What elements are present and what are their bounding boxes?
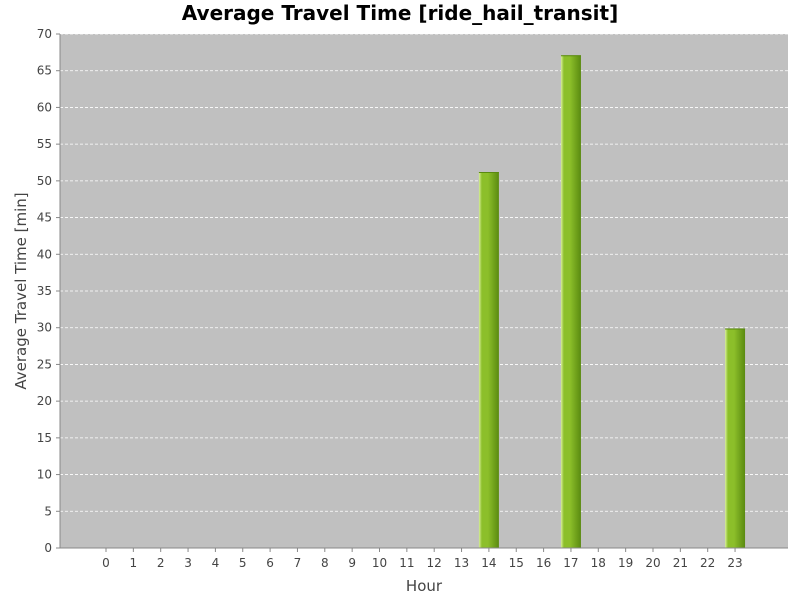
y-tick-label: 45 xyxy=(37,211,52,225)
x-tick-label: 8 xyxy=(321,556,329,570)
y-axis-ticks: 0 5 10 15 20 25 30 35 40 45 50 55 60 65 70 xyxy=(37,27,60,555)
x-tick-label: 9 xyxy=(348,556,356,570)
y-tick-label: 40 xyxy=(37,247,52,261)
y-tick-label: 60 xyxy=(37,100,52,114)
y-tick-label: 15 xyxy=(37,431,52,445)
bar-hour-23 xyxy=(725,328,746,548)
x-tick-label: 3 xyxy=(184,556,192,570)
x-tick-label: 14 xyxy=(481,556,496,570)
x-tick-label: 0 xyxy=(102,556,110,570)
x-tick-label: 5 xyxy=(239,556,247,570)
bars xyxy=(478,55,746,549)
x-tick-label: 11 xyxy=(399,556,414,570)
x-tick-label: 6 xyxy=(266,556,274,570)
x-tick-label: 19 xyxy=(618,556,633,570)
x-tick-label: 16 xyxy=(536,556,551,570)
x-tick-label: 18 xyxy=(591,556,606,570)
y-tick-label: 30 xyxy=(37,321,52,335)
x-tick-label: 7 xyxy=(294,556,302,570)
y-tick-label: 55 xyxy=(37,137,52,151)
y-tick-label: 65 xyxy=(37,64,52,78)
y-tick-label: 50 xyxy=(37,174,52,188)
x-tick-label: 21 xyxy=(673,556,688,570)
x-tick-label: 1 xyxy=(130,556,138,570)
x-axis-label: Hour xyxy=(406,577,443,595)
y-tick-label: 20 xyxy=(37,394,52,408)
x-tick-label: 23 xyxy=(727,556,742,570)
bar-hour-17 xyxy=(560,55,581,549)
y-axis-label: Average Travel Time [min] xyxy=(12,192,30,389)
plot-area xyxy=(60,34,788,548)
x-tick-label: 12 xyxy=(427,556,442,570)
y-tick-label: 35 xyxy=(37,284,52,298)
x-tick-label: 13 xyxy=(454,556,469,570)
gridlines xyxy=(60,33,788,512)
y-tick-label: 5 xyxy=(44,504,52,518)
x-tick-label: 22 xyxy=(700,556,715,570)
x-tick-label: 20 xyxy=(645,556,660,570)
chart-title: Average Travel Time [ride_hail_transit] xyxy=(182,1,618,25)
y-tick-label: 0 xyxy=(44,541,52,555)
bar-hour-14 xyxy=(478,172,499,548)
x-tick-label: 4 xyxy=(212,556,220,570)
x-tick-label: 10 xyxy=(372,556,387,570)
x-tick-label: 17 xyxy=(563,556,578,570)
y-tick-label: 70 xyxy=(37,27,52,41)
y-tick-label: 10 xyxy=(37,468,52,482)
y-tick-label: 25 xyxy=(37,357,52,371)
x-tick-label: 15 xyxy=(509,556,524,570)
x-tick-label: 2 xyxy=(157,556,165,570)
x-axis-ticks: 0 1 2 3 4 5 6 7 8 9 10 11 12 13 14 15 16 17 18 19 20 21 22 23 xyxy=(102,548,743,570)
